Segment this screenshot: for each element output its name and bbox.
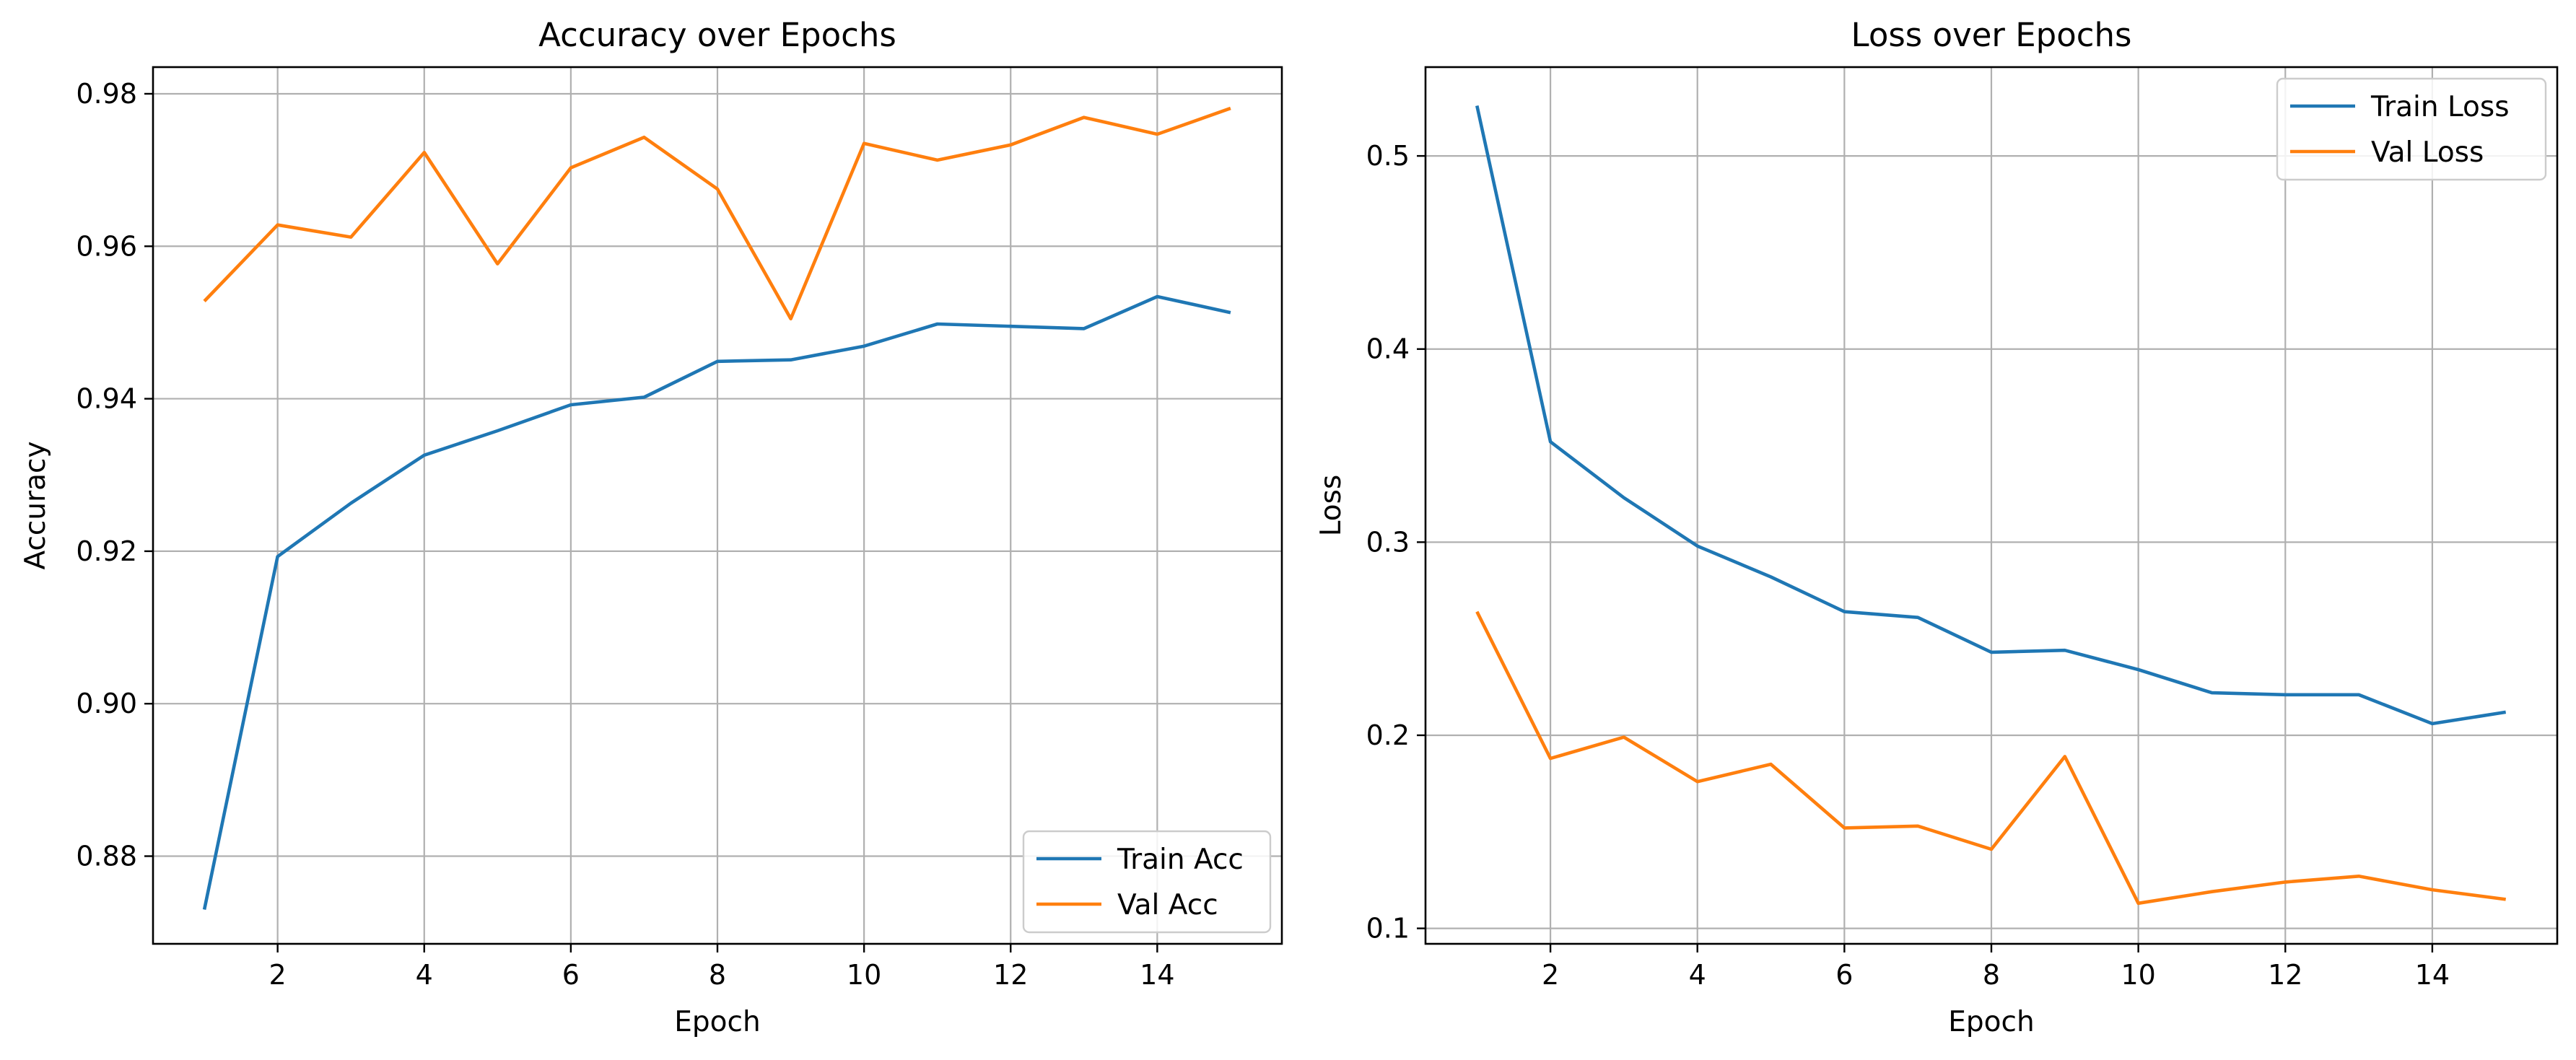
- x-tick-label: 6: [1835, 959, 1853, 991]
- x-tick-label: 12: [2268, 959, 2302, 991]
- chart-title: Loss over Epochs: [1851, 16, 2132, 54]
- y-tick-label: 0.3: [1366, 526, 1410, 558]
- x-tick-label: 4: [416, 959, 433, 991]
- y-tick-label: 0.2: [1366, 719, 1410, 751]
- y-axis-label: Accuracy: [19, 441, 52, 569]
- x-axis-label: Epoch: [1948, 1006, 2034, 1038]
- y-tick-label: 0.92: [76, 535, 137, 567]
- x-tick-label: 10: [847, 959, 881, 991]
- subplot-2: 2 4 6 8 10 12 14 0.1 0.2 0.3 0.4 0.5 Loss over Epoch…: [1315, 16, 2559, 1038]
- x-tick-label: 14: [1140, 959, 1174, 991]
- y-tick-label: 0.5: [1366, 140, 1410, 172]
- x-tick-label: 2: [269, 959, 287, 991]
- subplot-1: 2 4 6 8 10 12 14 0.88 0.90 0.92 0.94 0.96 0.98 Accura…: [19, 16, 1283, 1038]
- x-tick-label: 2: [1542, 959, 1559, 991]
- legend-label: Train Acc: [1117, 844, 1244, 876]
- y-tick-label: 0.4: [1366, 333, 1410, 365]
- y-tick-label: 0.88: [76, 841, 137, 872]
- x-tick-label: 8: [1983, 959, 2000, 991]
- x-tick-label: 6: [562, 959, 580, 991]
- legend-label: Val Acc: [1117, 889, 1218, 921]
- legend: Train Acc Val Acc: [1022, 830, 1272, 934]
- series-line-val-acc: [203, 106, 1231, 321]
- series-line-train-loss: [1475, 105, 2507, 726]
- y-tick-label: 0.1: [1366, 913, 1410, 945]
- series-line-train-acc: [202, 294, 1231, 910]
- legend-label: Val Loss: [2371, 136, 2484, 169]
- y-tick-label: 0.98: [76, 78, 137, 110]
- chart-title: Accuracy over Epochs: [538, 16, 896, 54]
- x-axis-label: Epoch: [674, 1006, 760, 1038]
- legend-box: [2276, 77, 2547, 181]
- y-tick-label: 0.94: [76, 383, 137, 415]
- legend: Train Loss Val Loss: [2276, 77, 2547, 181]
- x-tick-label: 12: [993, 959, 1028, 991]
- series-line-val-loss: [1475, 610, 2506, 906]
- x-tick-label: 8: [709, 959, 726, 991]
- legend-box: [1022, 830, 1272, 934]
- x-tick-label: 10: [2121, 959, 2155, 991]
- x-tick-label: 14: [2415, 959, 2450, 991]
- y-axis-label: Loss: [1315, 475, 1348, 537]
- legend-label: Train Loss: [2370, 91, 2510, 123]
- y-tick-label: 0.90: [76, 688, 137, 719]
- y-tick-label: 0.96: [76, 230, 137, 262]
- x-tick-label: 4: [1689, 959, 1706, 991]
